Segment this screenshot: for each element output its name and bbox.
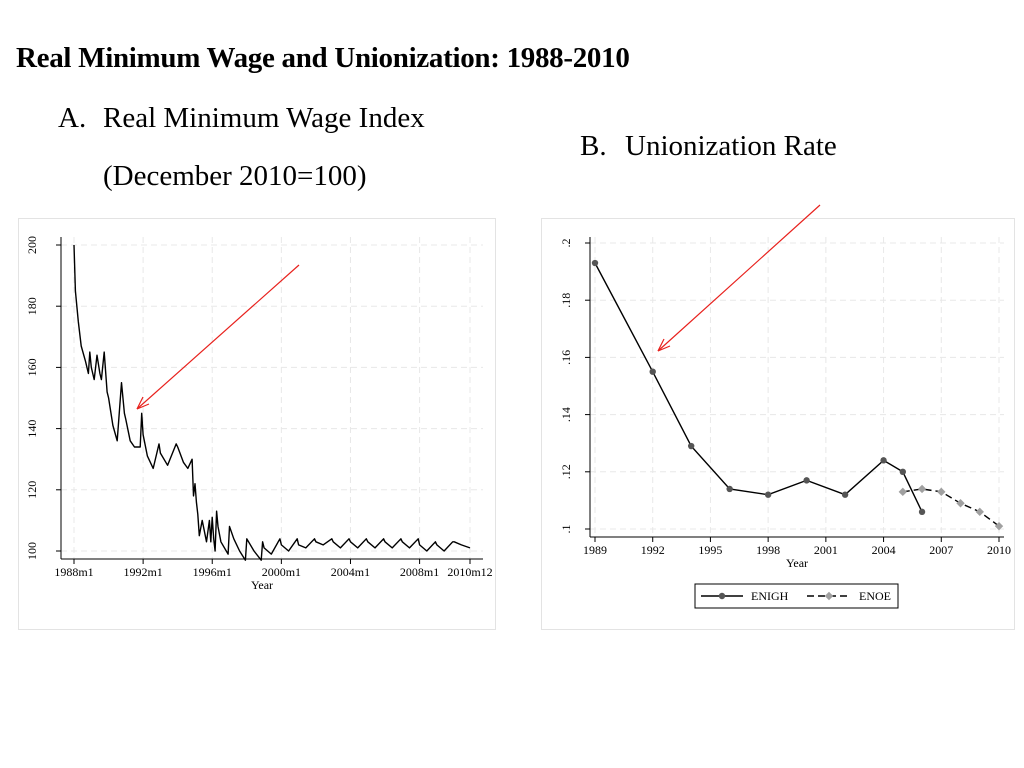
x-tick-label: 2004m1 <box>331 565 370 579</box>
enigh-point <box>841 491 849 498</box>
panel-b-title: Unionization Rate <box>625 130 837 162</box>
series-line-minimum-wage <box>73 244 471 561</box>
enoe-point <box>994 521 1004 531</box>
minimum-wage-chart: 100 120 140 160 180 200 1988m1 1992m1 1996m1 2000… <box>25 236 493 592</box>
enoe-point <box>917 484 927 494</box>
y-tick-label: 100 <box>25 542 39 560</box>
enigh-point <box>899 468 907 475</box>
annotation-arrow-head <box>657 338 671 352</box>
y-tick-label: .18 <box>559 293 573 308</box>
x-tick-label: 1988m1 <box>54 565 93 579</box>
y-tick-label: .16 <box>559 350 573 365</box>
enigh-point <box>918 508 926 516</box>
enoe-point <box>898 487 908 497</box>
x-tick-label: 2001 <box>814 543 838 557</box>
enoe-point <box>937 487 946 497</box>
panel-a-heading: A. Real Minimum Wage Index <box>58 102 425 135</box>
x-tick-label: 2004 <box>872 543 896 557</box>
enigh-point <box>803 477 810 484</box>
x-axis-title: Year <box>786 556 808 570</box>
x-tick-label: 2007 <box>929 543 953 557</box>
legend-enoe-marker <box>824 591 834 601</box>
y-tick-label: 200 <box>25 236 39 254</box>
annotation-arrow-head <box>136 396 150 410</box>
slide-title: Real Minimum Wage and Unionization: 1988… <box>16 42 630 74</box>
enigh-point <box>764 491 772 498</box>
x-tick-label: 1996m1 <box>193 565 232 579</box>
annotation-arrow-line <box>657 204 821 352</box>
y-tick-label: 160 <box>25 358 39 376</box>
unionization-chart: .1 .12 .14 .16 .18 .2 1989 1992 1995 1998 2001 2004… <box>559 204 1011 609</box>
enigh-point <box>726 485 733 493</box>
panel-b-letter: B. <box>580 130 607 162</box>
legend-enigh-label: ENIGH <box>751 589 789 603</box>
legend-enigh-marker <box>718 592 726 600</box>
x-tick-label: 2010m12 <box>447 565 492 579</box>
panel-a-letter: A. <box>58 102 87 134</box>
panel-b-heading: B. Unionization Rate <box>580 130 837 163</box>
annotation-arrow-line <box>136 264 300 410</box>
enoe-point <box>975 507 984 517</box>
enigh-point <box>880 457 887 464</box>
y-tick-label: .1 <box>559 525 573 534</box>
enigh-point <box>591 259 599 267</box>
x-axis-title: Year <box>251 578 273 592</box>
x-tick-label: 1989 <box>583 543 607 557</box>
x-tick-label: 1992m1 <box>123 565 162 579</box>
minimum-wage-chart-panel: 100 120 140 160 180 200 1988m1 1992m1 1996m1 2000… <box>18 218 496 630</box>
y-tick-label: 140 <box>25 420 39 438</box>
x-tick-label: 2010 <box>987 543 1011 557</box>
panel-a-title-line1: Real Minimum Wage Index <box>103 102 425 134</box>
x-tick-label: 2008m1 <box>400 565 439 579</box>
y-tick-label: .14 <box>559 407 573 422</box>
y-tick-label: .2 <box>559 239 573 248</box>
y-tick-label: .12 <box>559 464 573 479</box>
x-tick-label: 1995 <box>698 543 722 557</box>
legend-enoe-label: ENOE <box>859 589 891 603</box>
series-line-enoe <box>902 488 1000 527</box>
x-tick-label: 1998 <box>756 543 780 557</box>
enigh-point <box>687 442 695 450</box>
enigh-point <box>649 368 656 375</box>
series-line-enigh <box>594 262 923 513</box>
unionization-chart-panel: .1 .12 .14 .16 .18 .2 1989 1992 1995 1998 2001 2004… <box>541 204 1015 630</box>
panel-a-title-line2: (December 2010=100) <box>103 160 367 192</box>
y-tick-label: 180 <box>25 297 39 315</box>
x-tick-label: 1992 <box>641 543 665 557</box>
y-tick-label: 120 <box>25 481 39 499</box>
enoe-point <box>956 499 965 508</box>
x-tick-label: 2000m1 <box>262 565 301 579</box>
